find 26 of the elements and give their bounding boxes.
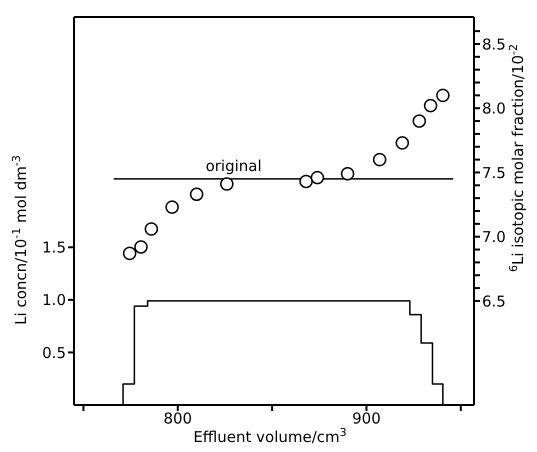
y-tick-label: 1.5: [42, 238, 66, 257]
point: [340, 166, 354, 180]
point: [165, 200, 179, 214]
y2-tick-label: 7.5: [482, 164, 506, 182]
point: [424, 98, 438, 112]
point: [134, 240, 148, 254]
y2-tick-label: 6.5: [482, 292, 506, 310]
point: [412, 114, 426, 128]
point: [299, 174, 313, 188]
point: [122, 246, 136, 260]
y-tick-label: 0.5: [42, 344, 66, 362]
point: [190, 188, 204, 202]
point: [372, 152, 386, 166]
series-label: original: [206, 156, 262, 175]
x-tick-label: 800: [163, 410, 192, 428]
x-tick-label: 900: [352, 410, 381, 428]
x-axis-title: Effluent volume/cm$^{3}$: [193, 426, 347, 446]
y2-tick-label: 8.5: [482, 35, 506, 54]
point: [310, 170, 324, 184]
y2-tick-label: 8.0: [482, 100, 506, 118]
y-tick-label: 1.0: [42, 291, 66, 310]
point: [396, 136, 410, 150]
point: [144, 222, 158, 236]
point: [436, 88, 450, 102]
y2-tick-label: 7.0: [482, 228, 506, 246]
point: [220, 177, 234, 191]
